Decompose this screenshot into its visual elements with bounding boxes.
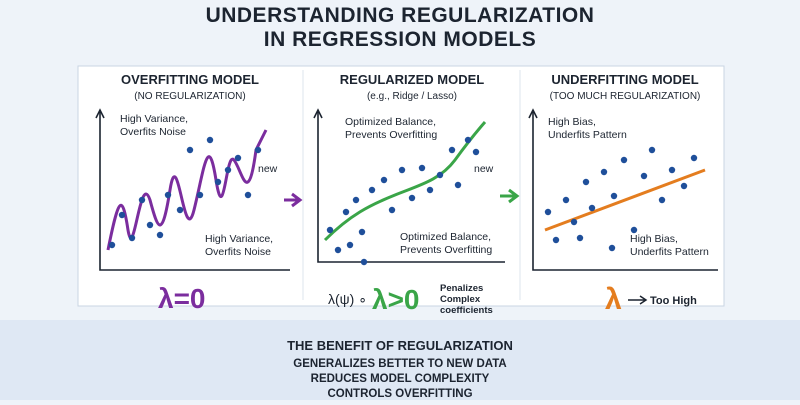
annotation: High Variance,: [120, 113, 188, 125]
annotation: Prevents Overfitting: [345, 129, 437, 141]
annotation: Prevents Overfitting: [400, 244, 492, 256]
axes: [95, 108, 718, 271]
scatter-dot: [552, 236, 560, 244]
lambda-note: coefficients: [440, 305, 493, 316]
lambda-label: λ>0: [372, 284, 420, 315]
scatter-dot: [346, 241, 354, 249]
scatter-dot: [352, 196, 360, 204]
scatter-dot: [648, 146, 656, 154]
scatter-dot: [436, 171, 444, 179]
scatter-dot: [582, 178, 590, 186]
scatter-dot: [454, 181, 462, 189]
panel-title: UNDERFITTING MODEL: [551, 72, 698, 87]
scatter-dot: [544, 208, 552, 216]
annotation: Underfits Pattern: [630, 246, 709, 258]
scatter-dot: [326, 226, 334, 234]
benefit-point: CONTROLS OVERFITTING: [327, 388, 472, 400]
scatter-dot: [388, 206, 396, 214]
new-label: new: [474, 163, 494, 175]
panel-title: OVERFITTING MODEL: [121, 72, 259, 87]
scatter-dot: [608, 244, 616, 252]
annotation: High Bias,: [548, 116, 596, 128]
scatter-dot: [118, 211, 126, 219]
panel-subtitle: (e.g., Ridge / Lasso): [367, 91, 457, 102]
annotation: High Variance,: [205, 233, 273, 245]
scatter-dot: [418, 164, 426, 172]
benefit-point: REDUCES MODEL COMPLEXITY: [311, 373, 490, 385]
new-label: new: [258, 163, 278, 175]
scatter-dot: [426, 186, 434, 194]
panel-title: REGULARIZED MODEL: [340, 72, 485, 87]
annotation: Optimized Balance,: [345, 116, 436, 128]
scatter-dot: [206, 136, 214, 144]
scatter-dot: [358, 228, 366, 236]
scatter-dot: [588, 204, 596, 212]
scatter-dot: [146, 221, 154, 229]
scatter-dot: [176, 206, 184, 214]
annotation: Underfits Pattern: [548, 129, 627, 141]
scatter-dot: [576, 234, 584, 242]
scatter-dot: [380, 176, 388, 184]
lambda-note: Penalizes: [440, 283, 483, 294]
scatter-dot: [108, 241, 116, 249]
scatter-dot: [164, 191, 172, 199]
scatter-dot: [408, 194, 416, 202]
scatter-dot: [464, 136, 472, 144]
scatter-dot: [600, 168, 608, 176]
title-line: IN REGRESSION MODELS: [264, 28, 537, 51]
scatter-dot: [186, 146, 194, 154]
scatter-dot: [680, 182, 688, 190]
scatter-dot: [224, 166, 232, 174]
arrow: [628, 295, 648, 305]
scatter-dot: [128, 234, 136, 242]
arrow: [284, 192, 303, 208]
scatter-points: [108, 136, 698, 266]
annotation: Optimized Balance,: [400, 231, 491, 243]
scatter-dot: [244, 191, 252, 199]
scatter-dot: [570, 218, 578, 226]
title-line: UNDERSTANDING REGULARIZATION: [206, 4, 595, 27]
scatter-dot: [196, 191, 204, 199]
panel-subtitle: (NO REGULARIZATION): [134, 91, 245, 102]
scatter-dot: [234, 154, 242, 162]
arrow: [500, 188, 520, 204]
scatter-dot: [138, 196, 146, 204]
benefit-point: GENERALIZES BETTER TO NEW DATA: [293, 358, 506, 370]
lambda-label: λ: [605, 283, 622, 316]
panel-subtitle: (TOO MUCH REGULARIZATION): [550, 91, 701, 102]
lambda-note: Too High: [650, 295, 697, 307]
scatter-dot: [668, 166, 676, 174]
lambda-label: λ=0: [158, 283, 206, 314]
annotation: Overfits Noise: [120, 126, 186, 138]
annotation: Overfits Noise: [205, 246, 271, 258]
scatter-dot: [658, 196, 666, 204]
scatter-dot: [156, 231, 164, 239]
lambda-prefix: λ(ψ) ∘: [328, 291, 367, 307]
scatter-dot: [562, 196, 570, 204]
scatter-dot: [690, 154, 698, 162]
scatter-dot: [214, 178, 222, 186]
footer-band: [0, 320, 800, 400]
scatter-dot: [472, 148, 480, 156]
scatter-dot: [398, 166, 406, 174]
scatter-dot: [610, 192, 618, 200]
scatter-dot: [630, 226, 638, 234]
annotation: High Bias,: [630, 233, 678, 245]
scatter-dot: [620, 156, 628, 164]
scatter-dot: [448, 146, 456, 154]
scatter-dot: [254, 146, 262, 154]
panel-frame: [77, 65, 725, 307]
scatter-dot: [368, 186, 376, 194]
scatter-dot: [640, 172, 648, 180]
lambda-note: Complex: [440, 294, 481, 305]
benefit-title: THE BENEFIT OF REGULARIZATION: [287, 338, 513, 353]
scatter-dot: [334, 246, 342, 254]
scatter-dot: [342, 208, 350, 216]
scatter-dot: [360, 258, 368, 266]
